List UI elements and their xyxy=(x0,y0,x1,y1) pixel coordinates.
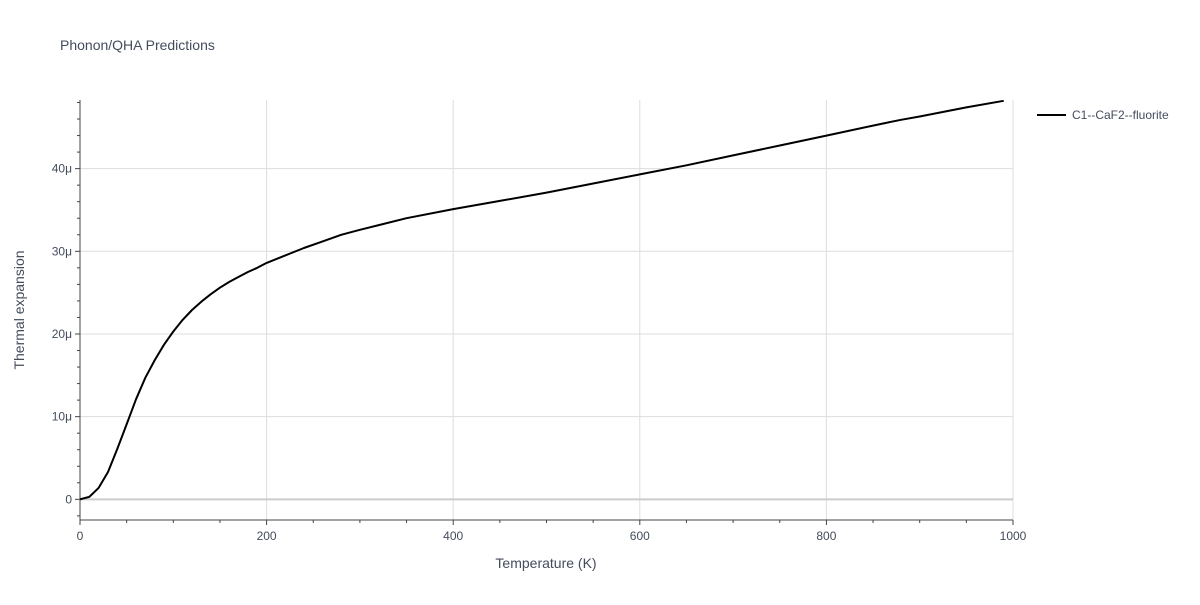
x-tick-label: 800 xyxy=(816,529,836,543)
grid-layer xyxy=(80,100,1014,520)
x-tick-label: 600 xyxy=(630,529,650,543)
series-layer xyxy=(79,99,1004,501)
y-axis-title: Thermal expansion xyxy=(11,250,27,369)
y-tick-label: 40μ xyxy=(52,162,72,176)
y-tick-label: 10μ xyxy=(52,410,72,424)
x-tick-label: 1000 xyxy=(1000,529,1027,543)
y-tick-label: 0 xyxy=(65,492,72,506)
x-axis-title: Temperature (K) xyxy=(495,555,596,571)
x-tick-label: 200 xyxy=(257,529,277,543)
legend-label: C1--CaF2--fluorite xyxy=(1072,108,1169,122)
x-tick-label: 400 xyxy=(443,529,463,543)
y-tick-label: 30μ xyxy=(52,244,72,258)
series-line xyxy=(79,99,1004,501)
legend[interactable]: C1--CaF2--fluorite xyxy=(1037,108,1169,122)
chart-title: Phonon/QHA Predictions xyxy=(60,37,215,53)
x-tick-label: 0 xyxy=(77,529,84,543)
axis-layer: 0 200 400 600 800 1000 0 10μ 20μ 30μ 40μ xyxy=(52,100,1027,543)
y-tick-label: 20μ xyxy=(52,327,72,341)
